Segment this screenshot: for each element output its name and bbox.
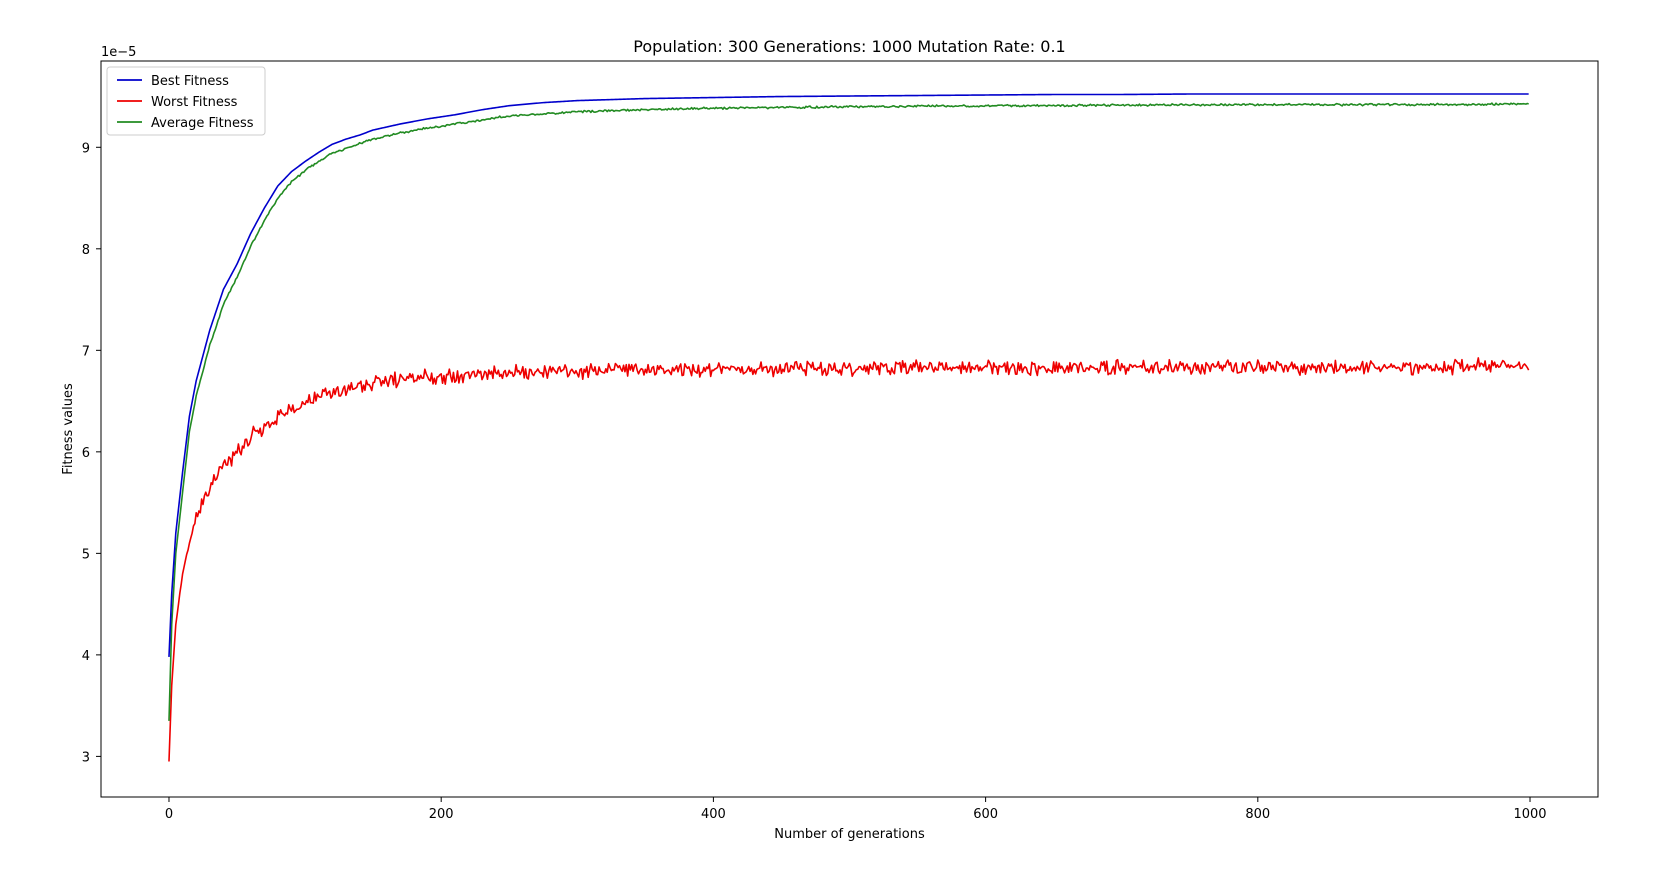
x-tick-label: 200: [429, 807, 454, 822]
chart-title: Population: 300 Generations: 1000 Mutati…: [633, 37, 1065, 56]
legend-label: Best Fitness: [151, 74, 229, 89]
series-layer: [168, 93, 1530, 762]
y-tick-label: 3: [82, 750, 90, 765]
y-tick-label: 9: [82, 141, 90, 156]
y-axis-label: Fitness values: [61, 383, 76, 475]
y-axis-ticks: 3 4 5 6 7 8 9: [82, 141, 101, 765]
x-axis-label: Number of generations: [774, 827, 925, 842]
y-axis-offset-label: 1e−5: [101, 45, 136, 60]
x-tick-label: 1000: [1513, 807, 1546, 822]
legend-label: Worst Fitness: [151, 95, 238, 110]
series-line-best-fitness: [168, 93, 1529, 657]
y-tick-label: 7: [82, 344, 90, 359]
x-tick-label: 400: [701, 807, 726, 822]
x-tick-label: 600: [973, 807, 998, 822]
legend-label: Average Fitness: [151, 116, 254, 131]
x-axis-ticks: 0 200 400 600 800 1000: [165, 797, 1547, 822]
y-tick-label: 5: [82, 547, 90, 562]
x-tick-label: 800: [1245, 807, 1270, 822]
y-tick-label: 4: [82, 649, 90, 664]
legend-box: [106, 66, 266, 136]
series-line-average-fitness: [168, 102, 1529, 721]
y-tick-label: 8: [82, 243, 90, 258]
x-tick-label: 0: [165, 807, 173, 822]
legend: Best Fitness Worst Fitness Average Fitness: [106, 66, 266, 136]
plot-frame: [100, 60, 1599, 798]
y-tick-label: 6: [82, 446, 90, 461]
series-line-worst-fitness: [168, 357, 1530, 762]
